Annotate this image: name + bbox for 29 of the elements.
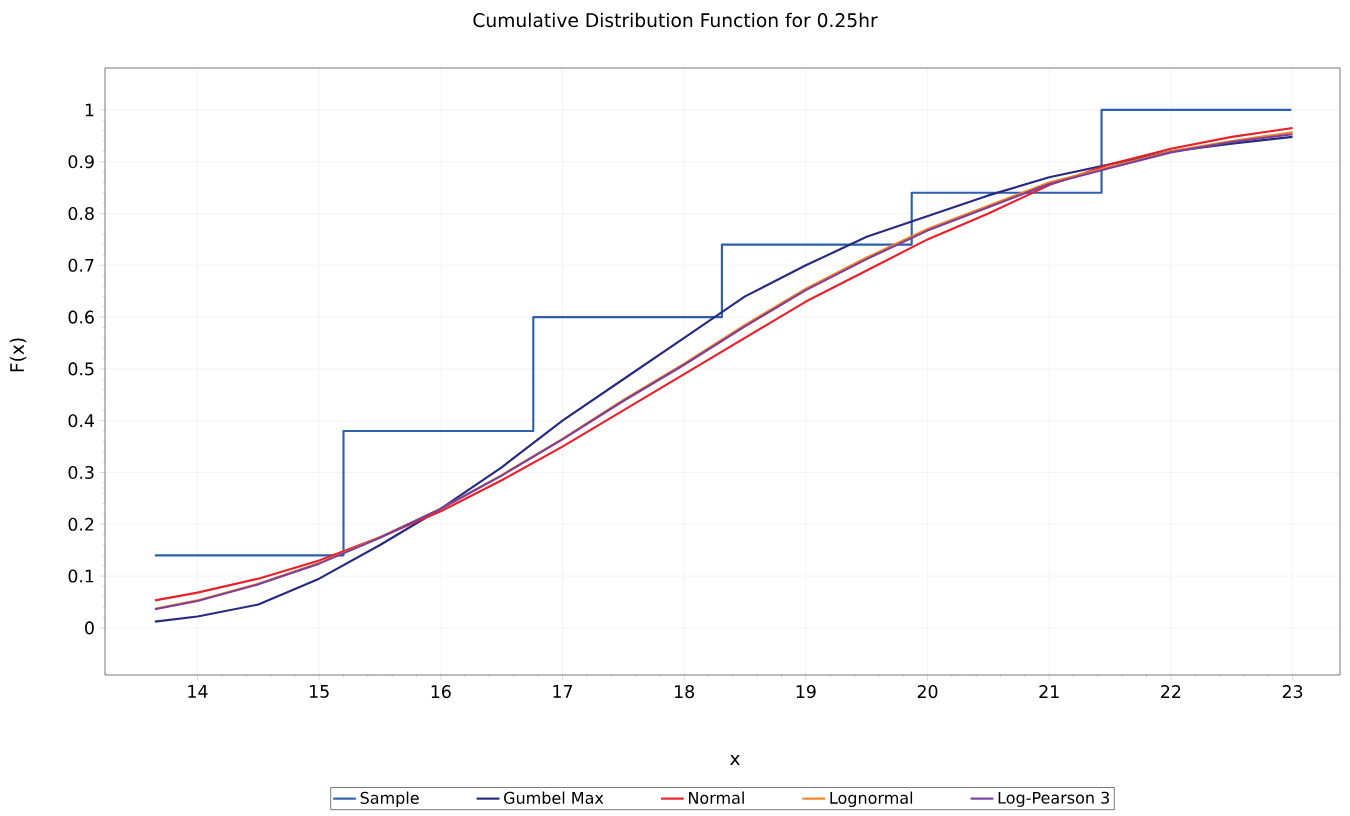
y-tick-label: 0.8	[68, 206, 94, 221]
y-tick-label: 0.5	[68, 362, 94, 376]
y-axis-title: F(x)	[9, 338, 27, 372]
x-tick-label: 19	[796, 685, 816, 699]
x-tick-label: 23	[1282, 685, 1303, 699]
y-tick-label: 1	[85, 103, 94, 117]
x-tick-label: 16	[431, 685, 451, 699]
y-tick-label: 0.9	[68, 155, 94, 169]
x-tick-label: 20	[917, 685, 938, 699]
legend-label: Sample	[360, 791, 419, 808]
x-tick-label: 18	[675, 685, 695, 699]
legend-label: Gumbel Max	[504, 791, 604, 804]
legend-label: Normal	[689, 791, 744, 804]
x-tick-label: 22	[1161, 685, 1181, 698]
x-tick-label: 14	[188, 685, 208, 698]
y-tick-label: 0.3	[68, 465, 94, 480]
y-tick-label: 0.6	[68, 310, 94, 324]
x-axis-title: x	[730, 754, 740, 766]
y-tick-label: 0.2	[68, 517, 94, 531]
legend-label: Lognormal	[830, 791, 913, 808]
y-tick-label: 0.4	[68, 414, 94, 428]
y-tick-label: 0.1	[68, 569, 94, 583]
x-tick-label: 17	[553, 685, 573, 698]
legend-label: Log-Pearson 3	[998, 791, 1109, 807]
y-tick-label: 0	[85, 621, 94, 635]
x-tick-label: 15	[310, 685, 329, 698]
y-tick-label: 0.7	[68, 258, 94, 272]
x-tick-label: 21	[1039, 685, 1059, 698]
chart-title: Cumulative Distribution Function for 0.25hr	[473, 12, 878, 28]
